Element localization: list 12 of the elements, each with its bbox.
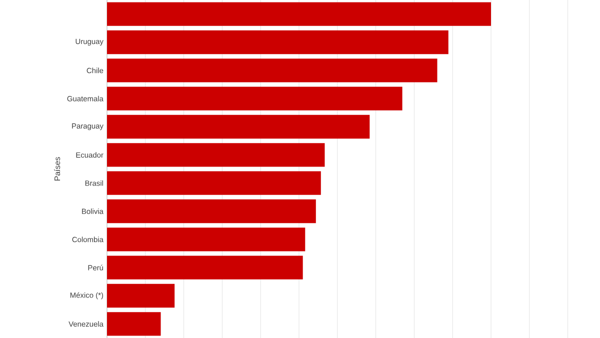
bar (107, 2, 492, 26)
bar (107, 58, 438, 82)
bar (107, 312, 161, 336)
bar (107, 171, 321, 195)
bar (107, 143, 325, 167)
bar (107, 199, 316, 224)
bar (107, 284, 175, 308)
bar (107, 86, 402, 110)
bar (107, 30, 448, 54)
bar (107, 228, 306, 252)
bar (107, 114, 370, 139)
bar (107, 256, 303, 280)
